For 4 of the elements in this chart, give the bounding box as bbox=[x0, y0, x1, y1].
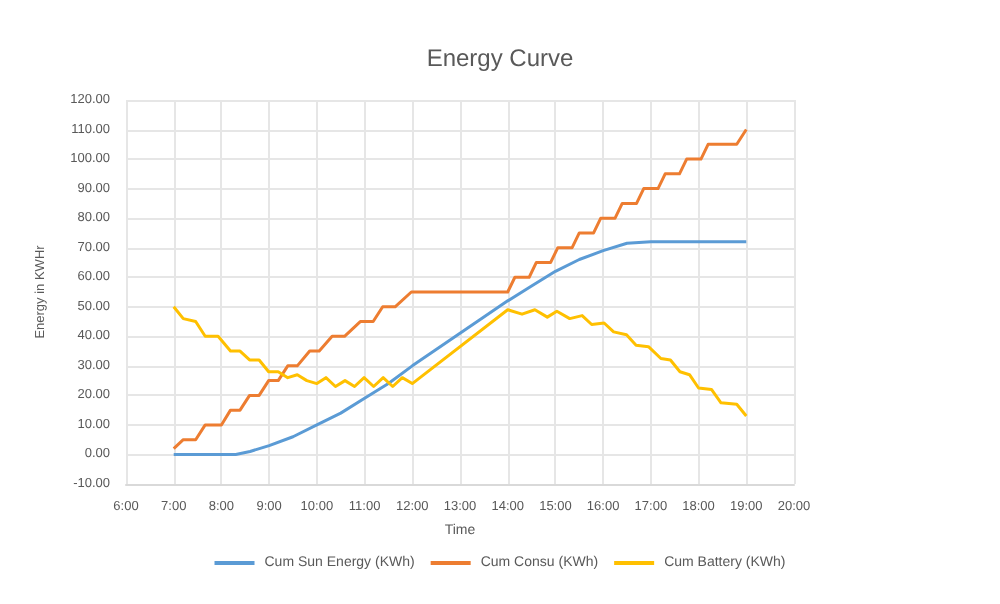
line-series bbox=[172, 240, 748, 456]
line-series bbox=[172, 128, 748, 451]
chart-title: Energy Curve bbox=[426, 44, 575, 72]
line-series bbox=[172, 305, 748, 418]
